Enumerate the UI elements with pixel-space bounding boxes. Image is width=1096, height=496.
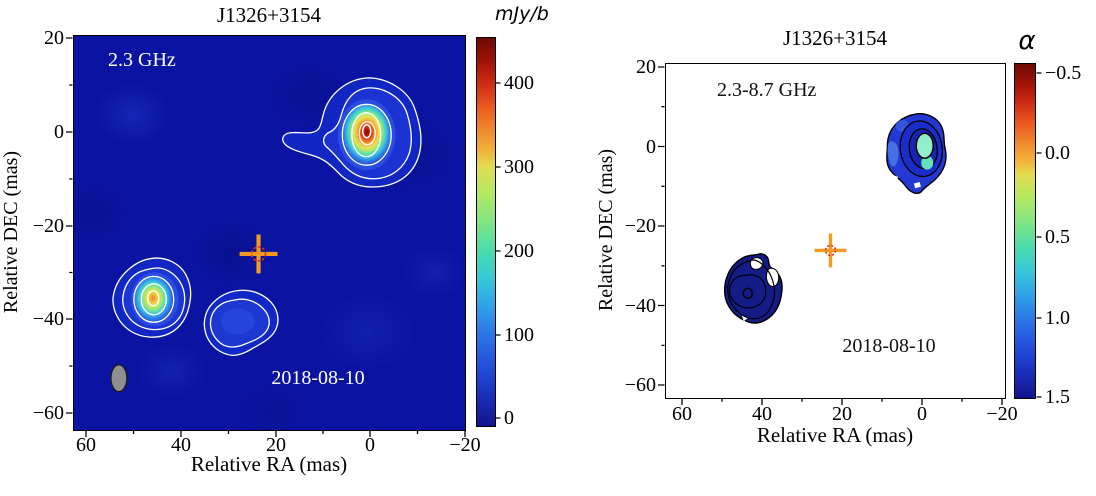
x-tick-label: 20: [832, 403, 852, 425]
colorbar-tick-label: 1.5: [1045, 386, 1070, 408]
y-tick-label: 0: [54, 121, 64, 143]
y-tick-label: −20: [32, 215, 64, 237]
y-tick-label: 20: [44, 27, 64, 49]
left-colorbar-label: mJy/b: [495, 3, 549, 25]
x-tick-label: 0: [365, 434, 375, 456]
right-position-cross-marker: [814, 233, 847, 268]
right-spectral-index-plot: 2.3-8.7 GHz 2018-08-10: [665, 63, 1006, 399]
x-tick-label: −20: [449, 434, 481, 456]
colorbar-tick-label: 0: [504, 407, 514, 429]
flux-colorbar: [476, 37, 496, 427]
colorbar-tick-label: 0.0: [1045, 142, 1070, 164]
right-frequency-label: 2.3-8.7 GHz: [717, 79, 817, 101]
x-tick-label: 40: [752, 403, 772, 425]
left-frequency-label: 2.3 GHz: [108, 49, 176, 71]
x-tick-label: 60: [76, 434, 96, 456]
x-tick-label: 60: [672, 403, 692, 425]
x-tick-label: 0: [917, 403, 927, 425]
spectral-sw-component: [723, 253, 783, 324]
colorbar-tick-label: 1.0: [1045, 307, 1070, 329]
colorbar-tick-label: 0.5: [1045, 226, 1070, 248]
x-tick-label: 40: [171, 434, 191, 456]
colorbar-tick-label: −0.5: [1045, 62, 1082, 84]
alpha-colorbar: [1014, 63, 1036, 399]
spectral-ne-component: [886, 113, 947, 194]
right-colorbar-label: α: [1018, 26, 1036, 56]
diffuse-component-contours: [203, 289, 279, 357]
y-tick-label: −60: [624, 374, 656, 396]
right-panel-title: J1326+3154: [782, 26, 887, 50]
right-x-axis-label: Relative RA (mas): [756, 423, 914, 447]
x-tick-label: 20: [266, 434, 286, 456]
left-position-cross-marker: [239, 234, 278, 274]
y-tick-label: −40: [32, 308, 64, 330]
y-tick-label: −60: [32, 402, 64, 424]
left-map-plot: 2.3 GHz 2018-08-10: [73, 35, 466, 431]
x-tick-label: −20: [986, 403, 1018, 425]
secondary-component-contours: [112, 257, 192, 338]
y-tick-label: −20: [624, 215, 656, 237]
right-date-label: 2018-08-10: [842, 335, 936, 357]
y-tick-label: −40: [624, 294, 656, 317]
colorbar-tick-label: 300: [504, 156, 534, 178]
left-map-graphics: [110, 77, 422, 393]
primary-component-contours: [282, 77, 422, 188]
left-panel-title: J1326+3154: [216, 3, 321, 27]
y-tick-label: 20: [636, 56, 656, 78]
right-map-graphics: [723, 113, 947, 324]
y-tick-label: 0: [646, 135, 656, 158]
beam-ellipse: [110, 364, 128, 393]
colorbar-tick-label: 400: [504, 72, 534, 94]
left-x-axis-label: Relative RA (mas): [190, 452, 348, 476]
colorbar-tick-label: 200: [504, 240, 534, 262]
left-date-label: 2018-08-10: [271, 367, 365, 389]
colorbar-tick-label: 100: [504, 324, 534, 346]
